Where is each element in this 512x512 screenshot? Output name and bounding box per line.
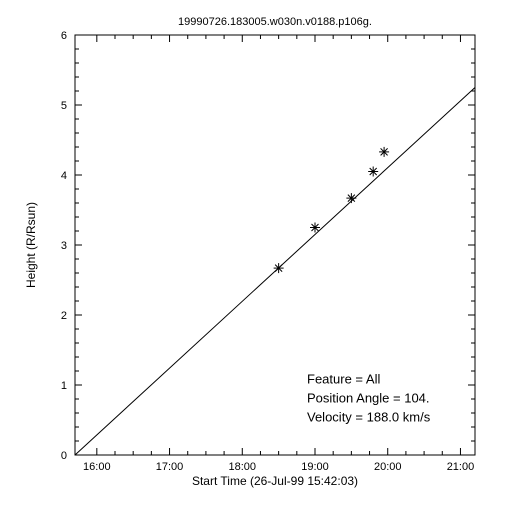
- height-time-chart: 19990726.183005.w030n.v0188.p106g. 16:00…: [0, 0, 512, 512]
- x-tick-label: 21:00: [447, 461, 475, 473]
- y-tick-label: 0: [61, 450, 67, 462]
- annotation-text: Feature = All: [307, 372, 380, 387]
- y-tick-label: 5: [61, 100, 67, 112]
- y-tick-label: 6: [61, 30, 67, 42]
- x-axis-ticks: 16:00 17:00 18:00 19:00 20:00 21:00: [83, 35, 474, 473]
- data-point: [274, 263, 284, 273]
- chart-title: 19990726.183005.w030n.v0188.p106g.: [178, 16, 372, 28]
- x-tick-label: 17:00: [156, 461, 184, 473]
- annotations: Feature = All Position Angle = 104. Veloci…: [307, 372, 431, 425]
- y-axis-label: Height (R/Rsun): [24, 202, 38, 288]
- y-tick-label: 4: [61, 170, 67, 182]
- y-tick-label: 3: [61, 240, 67, 252]
- y-tick-label: 1: [61, 380, 67, 392]
- data-points: [274, 147, 389, 273]
- x-axis-label: Start Time (26-Jul-99 15:42:03): [192, 474, 358, 488]
- y-tick-label: 2: [61, 310, 67, 322]
- x-tick-label: 19:00: [301, 461, 329, 473]
- data-point: [379, 147, 389, 157]
- data-point: [310, 223, 320, 233]
- data-point: [346, 193, 356, 203]
- x-tick-label: 20:00: [374, 461, 402, 473]
- x-tick-label: 18:00: [229, 461, 257, 473]
- data-point: [368, 167, 378, 177]
- x-tick-label: 16:00: [83, 461, 111, 473]
- annotation-text: Velocity = 188.0 km/s: [307, 409, 431, 424]
- annotation-text: Position Angle = 104.: [307, 391, 430, 406]
